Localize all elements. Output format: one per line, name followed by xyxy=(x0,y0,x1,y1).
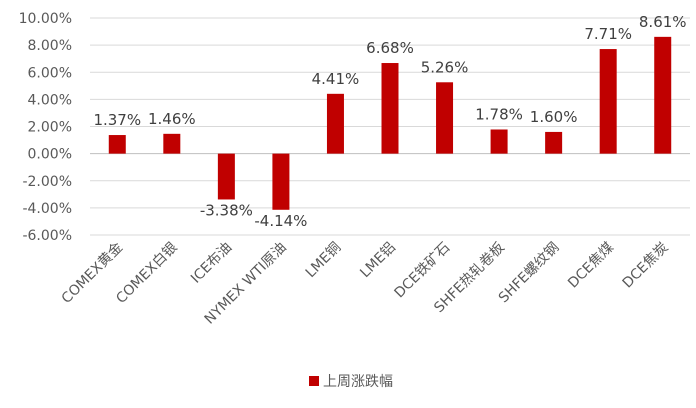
legend: 上周涨跌幅 xyxy=(309,374,393,390)
y-tick-label: 4.00% xyxy=(28,92,72,108)
data-label: 1.46% xyxy=(148,110,196,128)
x-tick-label: LME铝 xyxy=(357,240,399,282)
x-tick-label: DCE焦炭 xyxy=(620,240,672,292)
data-labels: 1.37% 1.46% -3.38%-4.14% 4.41% 6.68% 5.26% 1.7… xyxy=(93,13,686,230)
bar xyxy=(381,63,399,154)
y-tick-label: -6.00% xyxy=(22,228,72,244)
data-label: 7.71% xyxy=(584,25,632,43)
data-label: -4.14% xyxy=(254,212,307,230)
bars xyxy=(108,36,672,210)
bar xyxy=(217,153,235,200)
data-label: 4.41% xyxy=(312,70,360,88)
x-tick-label: ICE布油 xyxy=(188,240,235,287)
data-label: 8.61% xyxy=(639,13,687,31)
bar xyxy=(490,129,508,154)
data-label: 6.68% xyxy=(366,39,414,57)
y-tick-label: 0.00% xyxy=(28,147,72,163)
bar xyxy=(108,135,126,154)
data-label: -3.38% xyxy=(200,201,253,219)
y-axis-ticks: 10.00% 8.00% 6.00% 4.00% 2.00% 0.00% -2.00% -4.… xyxy=(19,11,72,244)
data-label: 1.37% xyxy=(93,111,141,129)
x-tick-label: DCE焦煤 xyxy=(565,240,617,292)
y-tick-label: -2.00% xyxy=(22,174,72,190)
bar xyxy=(326,93,344,154)
data-label: 5.26% xyxy=(421,58,469,76)
y-tick-label: 6.00% xyxy=(28,65,72,81)
legend-swatch xyxy=(309,376,319,386)
data-label: 1.78% xyxy=(475,105,523,123)
data-label: 1.60% xyxy=(530,108,578,126)
y-tick-label: -4.00% xyxy=(22,201,72,217)
bar xyxy=(654,36,672,154)
bar xyxy=(545,131,563,154)
bar xyxy=(163,133,181,154)
y-tick-label: 2.00% xyxy=(28,120,72,136)
bar xyxy=(599,49,617,154)
x-tick-label: LME铜 xyxy=(303,240,345,282)
bar xyxy=(272,153,290,210)
y-tick-label: 8.00% xyxy=(28,38,72,54)
y-tick-label: 10.00% xyxy=(19,11,72,27)
bar xyxy=(436,82,454,154)
legend-label: 上周涨跌幅 xyxy=(323,374,393,390)
